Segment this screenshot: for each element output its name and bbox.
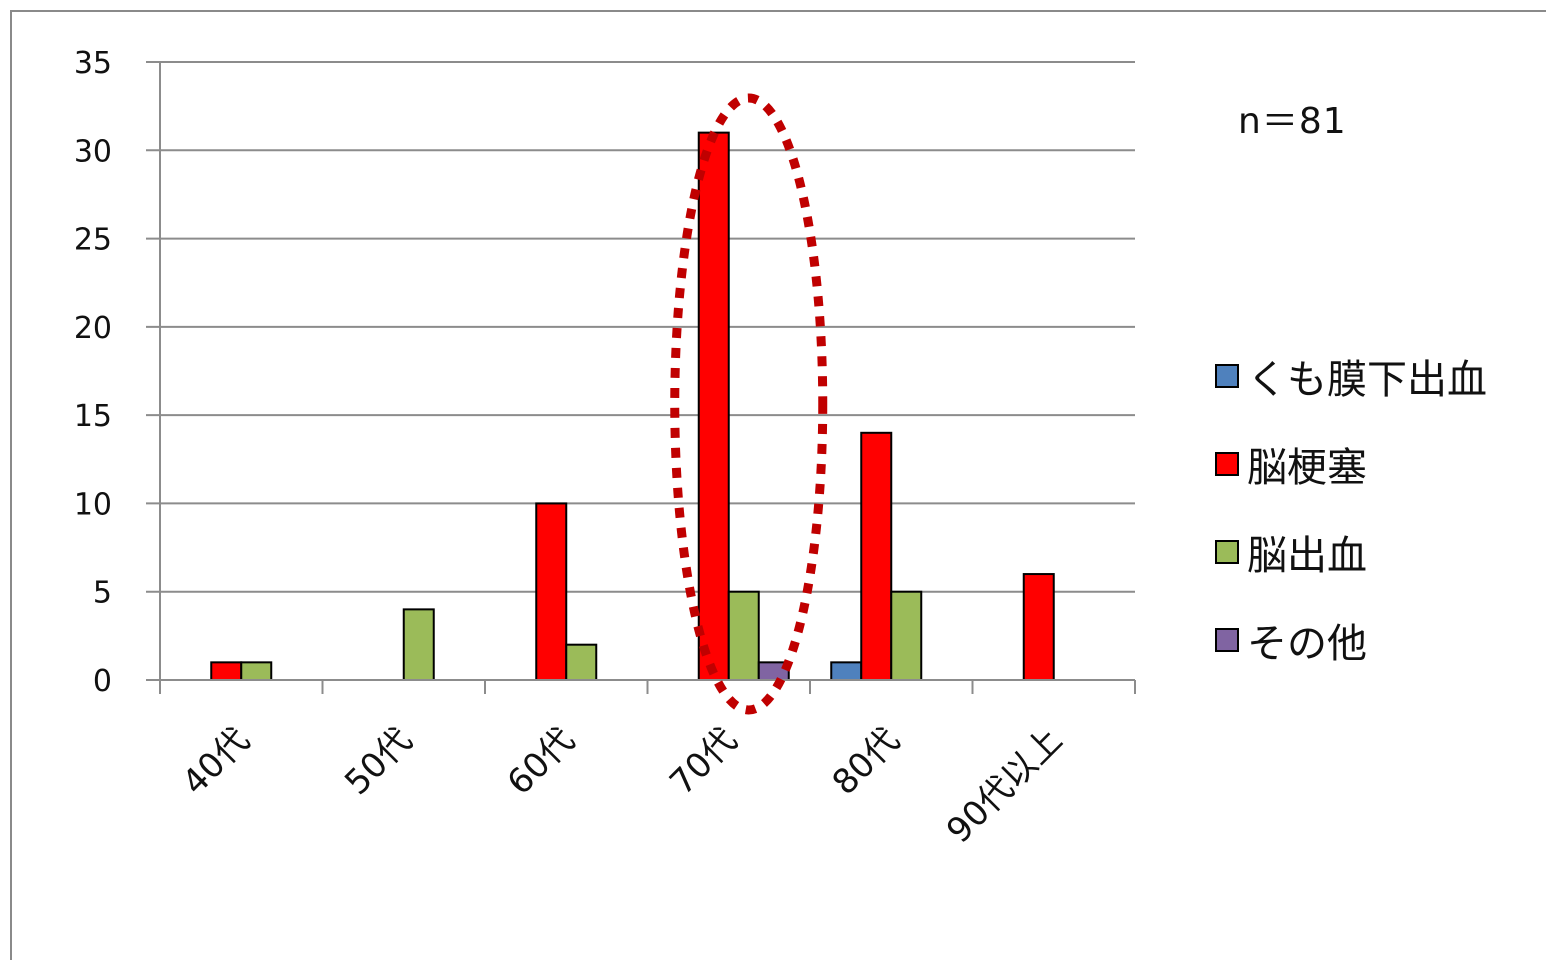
y-tick-label: 10 (74, 487, 112, 522)
legend-swatch (1215, 540, 1239, 564)
bar (240, 661, 273, 681)
highlight-group (670, 93, 828, 715)
y-tick-label: 25 (74, 223, 112, 258)
x-tick-label: 40代 (175, 720, 258, 803)
legend-item: 脳梗塞 (1215, 420, 1487, 508)
y-tick-label: 35 (74, 46, 112, 81)
legend-swatch (1215, 364, 1239, 388)
legend-swatch (1215, 452, 1239, 476)
x-tick-label: 60代 (500, 720, 583, 803)
y-tick-label: 30 (74, 134, 112, 169)
highlight-ellipse (670, 93, 828, 715)
gridlines (146, 61, 1135, 593)
x-tick-label: 50代 (337, 720, 420, 803)
x-tick-label: 80代 (825, 720, 908, 803)
legend-item: 脳出血 (1215, 508, 1487, 596)
y-tick-label: 15 (74, 399, 112, 434)
bar (402, 608, 435, 681)
axes (146, 62, 1136, 694)
sample-size-annotation: n＝81 (1238, 101, 1347, 142)
bars (210, 131, 1055, 682)
x-tick-label: 70代 (662, 720, 745, 803)
bar (210, 661, 243, 681)
bar (565, 643, 598, 682)
bar (1022, 573, 1055, 681)
legend-item: その他 (1215, 596, 1487, 684)
y-axis-ticks: 0 5 10 15 20 25 30 35 (74, 46, 112, 699)
x-tick-label: 90代以上 (939, 720, 1070, 851)
legend-item: くも膜下出血 (1215, 332, 1487, 420)
chart-frame (10, 10, 1546, 960)
legend-label: 脳出血 (1247, 533, 1367, 579)
x-axis-ticks: 40代 50代 60代 70代 80代 90代以上 (175, 720, 1070, 851)
y-tick-label: 5 (93, 576, 112, 611)
y-tick-label: 0 (93, 664, 112, 699)
y-tick-label: 20 (74, 311, 112, 346)
legend-swatch (1215, 628, 1239, 652)
legend-label: その他 (1247, 621, 1367, 667)
legend: くも膜下出血 脳梗塞脳出血その他 (1215, 332, 1487, 684)
bar (535, 502, 568, 681)
bar (727, 590, 760, 682)
bar (860, 431, 893, 681)
bar (890, 590, 923, 682)
legend-label: くも膜下出血 (1247, 357, 1487, 403)
bar (697, 131, 730, 681)
bar (830, 661, 863, 681)
legend-label: 脳梗塞 (1247, 445, 1367, 491)
